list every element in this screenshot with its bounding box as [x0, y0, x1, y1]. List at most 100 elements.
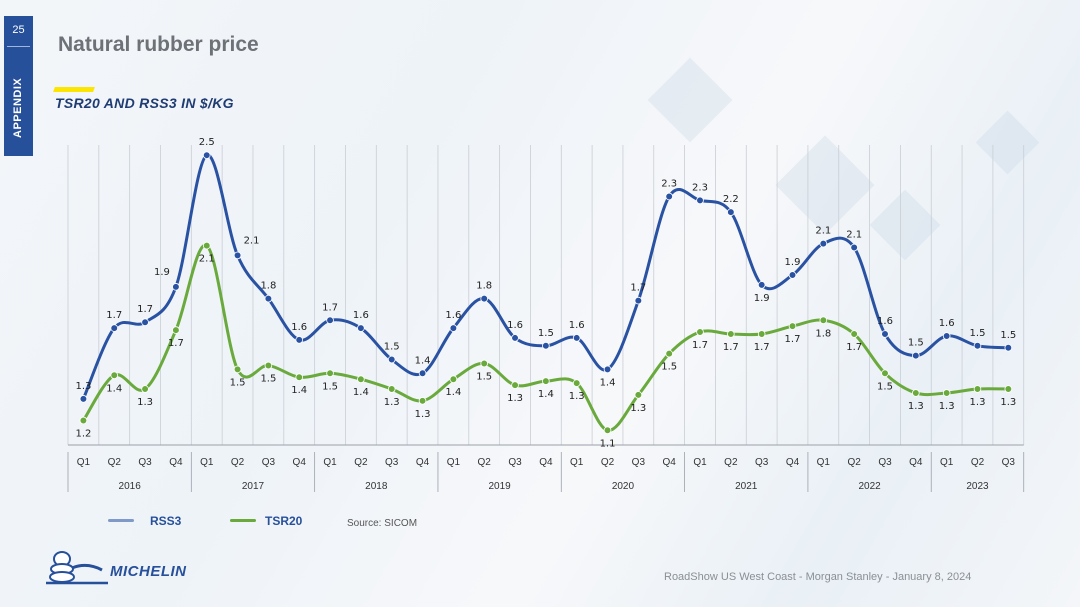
- x-tick-label: Q1: [200, 457, 214, 468]
- tsr20-point: [1004, 385, 1013, 393]
- legend-rss3-swatch: [108, 519, 134, 522]
- tsr20-data-label: 1.7: [846, 342, 862, 353]
- x-tick-label: Q3: [755, 457, 769, 468]
- x-tick-label: Q1: [570, 457, 584, 468]
- page-title: Natural rubber price: [58, 33, 259, 56]
- rss3-data-label: 2.1: [846, 230, 862, 241]
- rss3-point: [850, 243, 858, 252]
- tsr20-point: [172, 326, 180, 334]
- tsr20-point: [387, 385, 396, 393]
- tsr20-data-label: 1.3: [569, 391, 585, 402]
- x-tick-label: Q4: [416, 457, 430, 468]
- rss3-point: [727, 208, 735, 216]
- x-tick-label: Q2: [108, 457, 122, 468]
- rss3-point: [942, 332, 951, 340]
- x-tick-label: Q1: [693, 457, 707, 468]
- tsr20-data-label: 1.3: [1000, 397, 1016, 408]
- chart-subtitle: TSR20 AND RSS3 IN $/KG: [55, 95, 234, 111]
- rss3-point: [233, 251, 242, 260]
- tsr20-point: [634, 391, 643, 399]
- rss3-point: [1004, 343, 1013, 352]
- rss3-data-label: 1.5: [384, 342, 400, 353]
- rss3-point: [542, 341, 550, 350]
- x-tick-label: Q3: [508, 457, 522, 468]
- year-label: 2023: [966, 481, 989, 492]
- x-tick-label: Q2: [724, 457, 738, 468]
- year-label: 2017: [242, 481, 265, 492]
- tsr20-point: [295, 373, 304, 382]
- rss3-point: [511, 334, 519, 342]
- rss3-data-label: 1.9: [754, 293, 770, 304]
- x-tick-label: Q2: [971, 457, 985, 468]
- tsr20-point: [603, 426, 612, 435]
- rss3-data-label: 1.5: [908, 338, 924, 349]
- tsr20-data-label: 1.3: [384, 397, 400, 408]
- x-tick-label: Q4: [169, 457, 183, 468]
- rss3-point: [665, 192, 673, 201]
- x-tick-label: Q2: [478, 457, 492, 468]
- rss3-data-label: 1.3: [75, 381, 91, 392]
- section-sidebar: 25 APPENDIX: [4, 16, 33, 156]
- rss3-point: [603, 365, 612, 374]
- year-label: 2016: [119, 481, 142, 492]
- rss3-data-label: 2.3: [692, 182, 708, 193]
- page-number: 25: [12, 24, 25, 36]
- x-tick-label: Q3: [138, 457, 152, 468]
- x-tick-label: Q2: [601, 457, 615, 468]
- x-tick-label: Q4: [539, 457, 553, 468]
- rss3-data-label: 1.5: [970, 328, 986, 339]
- tsr20-point: [696, 328, 704, 336]
- rss3-data-label: 1.8: [476, 281, 492, 292]
- rss3-data-label: 2.1: [815, 226, 831, 237]
- tsr20-point: [942, 389, 951, 397]
- tsr20-point: [788, 322, 797, 330]
- rss3-point: [480, 294, 489, 303]
- tsr20-point: [542, 377, 550, 385]
- tsr20-data-label: 1.3: [507, 393, 523, 404]
- rss3-data-label: 2.2: [723, 194, 739, 205]
- source-note: Source: SICOM: [347, 518, 418, 529]
- tsr20-data-label: 1.5: [260, 373, 276, 384]
- legend-tsr20-swatch: [230, 519, 256, 522]
- year-label: 2020: [612, 481, 635, 492]
- tsr20-data-label: 1.3: [939, 401, 955, 412]
- tsr20-data-label: 1.5: [230, 377, 246, 388]
- rss3-point: [172, 283, 180, 291]
- year-label: 2018: [365, 481, 388, 492]
- rss3-point: [295, 336, 304, 344]
- tsr20-data-label: 1.2: [75, 428, 91, 439]
- tsr20-point: [79, 416, 88, 425]
- tsr20-data-label: 1.3: [630, 403, 646, 414]
- x-tick-label: Q4: [786, 457, 800, 468]
- tsr20-point: [973, 385, 982, 393]
- tsr20-data-label: 1.3: [908, 401, 924, 412]
- tsr20-point: [850, 330, 858, 338]
- tsr20-point: [326, 369, 334, 378]
- rss3-data-label: 2.3: [661, 178, 677, 189]
- rss3-data-label: 1.6: [877, 316, 893, 327]
- rss3-point: [264, 294, 273, 303]
- x-tick-label: Q2: [354, 457, 368, 468]
- rss3-point: [912, 351, 920, 360]
- tsr20-data-label: 1.5: [661, 362, 677, 373]
- tsr20-data-label: 1.4: [291, 385, 307, 396]
- x-tick-label: Q1: [77, 457, 91, 468]
- rss3-point: [387, 355, 396, 364]
- rss3-point: [881, 330, 889, 338]
- tsr20-point: [264, 361, 273, 370]
- rss3-point: [357, 324, 365, 332]
- year-label: 2022: [858, 481, 881, 492]
- tsr20-point: [819, 316, 828, 325]
- rss3-point: [449, 324, 458, 332]
- tsr20-data-label: 1.4: [538, 389, 554, 400]
- x-tick-label: Q1: [817, 457, 831, 468]
- tsr20-point: [418, 397, 427, 405]
- tsr20-data-label: 1.7: [754, 342, 770, 353]
- rss3-data-label: 1.6: [507, 320, 523, 331]
- x-tick-label: Q1: [447, 457, 461, 468]
- tsr20-point: [881, 369, 889, 378]
- tsr20-data-label: 1.7: [168, 338, 184, 349]
- rss3-point: [819, 239, 828, 248]
- tsr20-point: [511, 381, 519, 389]
- tsr20-data-label: 1.4: [353, 387, 369, 398]
